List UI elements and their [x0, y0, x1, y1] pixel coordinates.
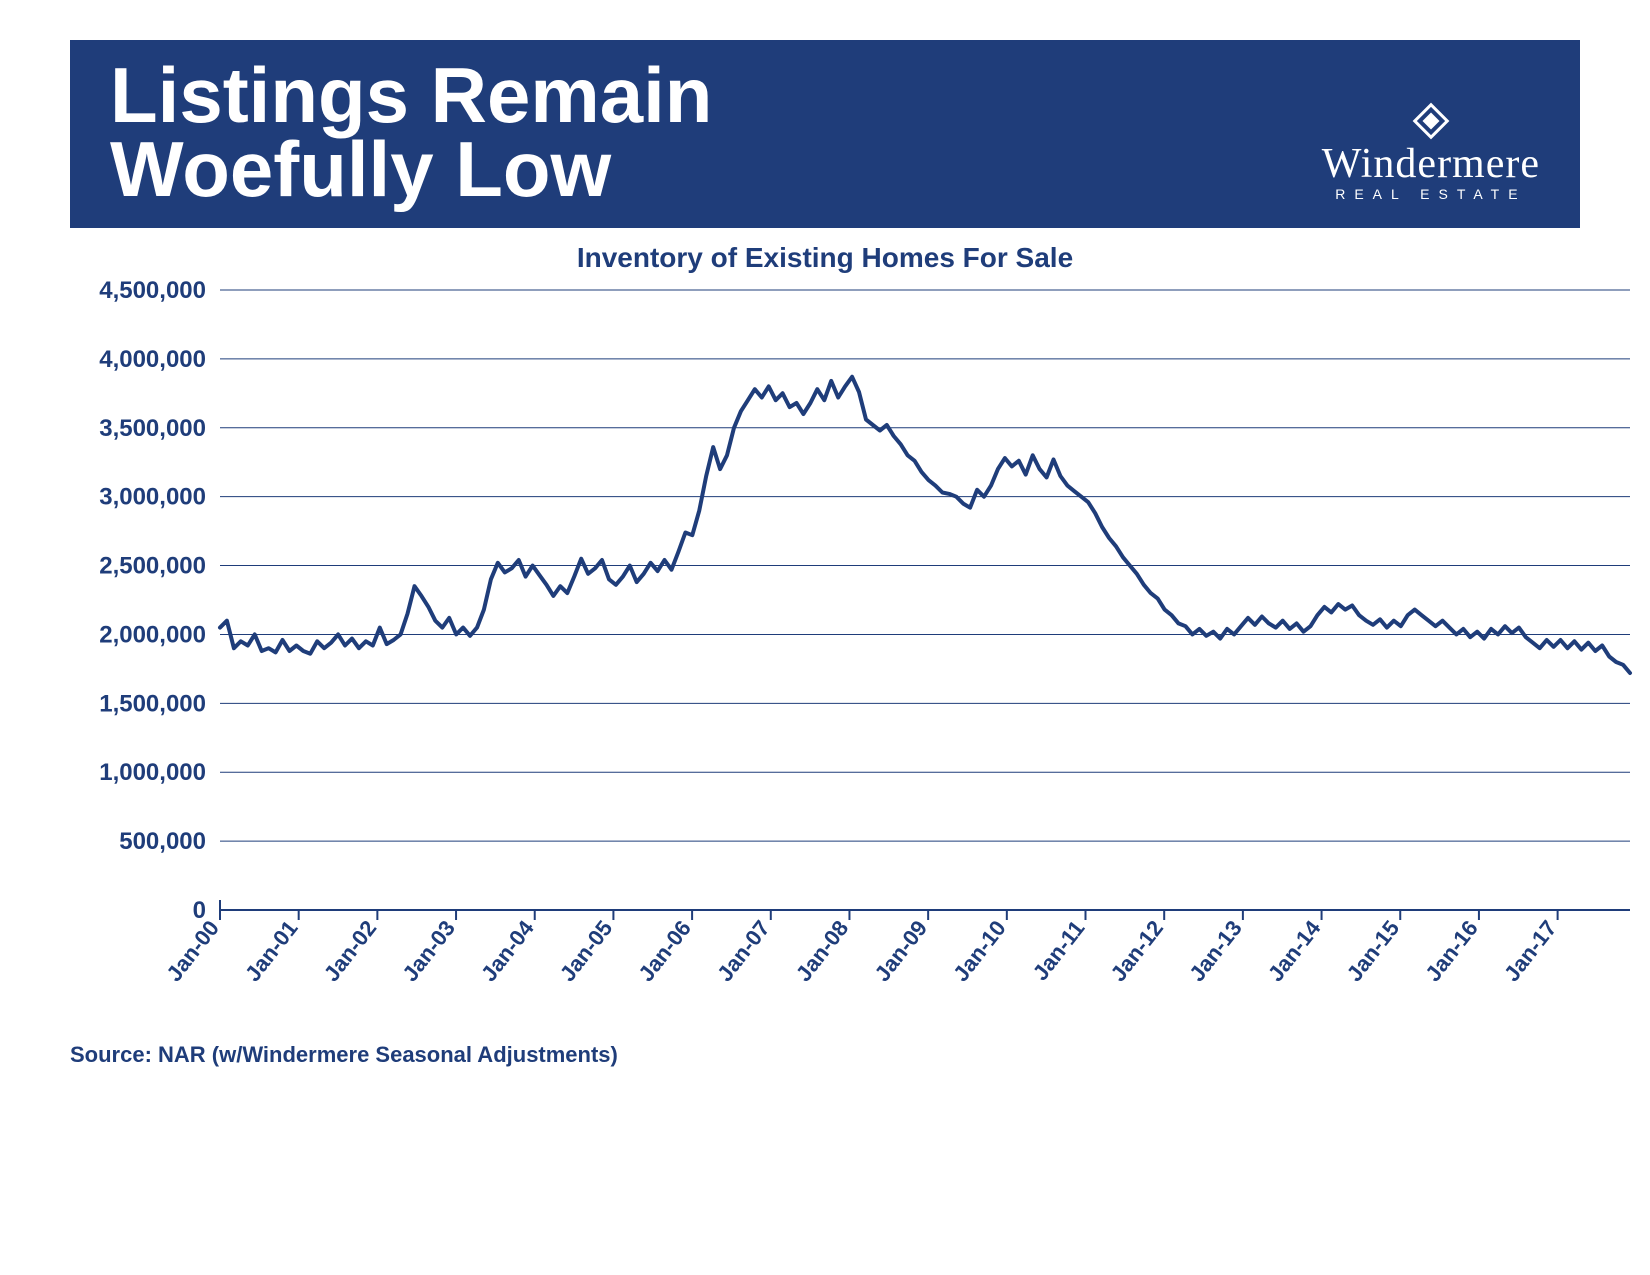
svg-text:Jan-07: Jan-07: [712, 916, 775, 986]
svg-text:Jan-08: Jan-08: [791, 916, 854, 986]
svg-text:4,500,000: 4,500,000: [99, 280, 206, 304]
brand-subtitle: REAL ESTATE: [1335, 186, 1526, 202]
svg-text:Jan-15: Jan-15: [1342, 916, 1405, 986]
svg-text:1,000,000: 1,000,000: [99, 759, 206, 786]
svg-text:Jan-06: Jan-06: [633, 916, 696, 986]
svg-text:3,000,000: 3,000,000: [99, 484, 206, 511]
chart-container: 0500,0001,000,0001,500,0002,000,0002,500…: [70, 280, 1580, 1020]
svg-text:4,000,000: 4,000,000: [99, 346, 206, 373]
brand-diamond-icon: [1413, 103, 1450, 140]
chart-title: Inventory of Existing Homes For Sale: [60, 242, 1590, 274]
svg-text:Jan-03: Jan-03: [397, 916, 460, 986]
source-note: Source: NAR (w/Windermere Seasonal Adjus…: [70, 1042, 1590, 1068]
svg-text:Jan-17: Jan-17: [1499, 916, 1562, 986]
svg-text:Jan-10: Jan-10: [948, 916, 1011, 986]
brand-mark: Windermere REAL ESTATE: [1322, 108, 1540, 202]
svg-text:2,000,000: 2,000,000: [99, 622, 206, 649]
svg-text:Jan-09: Jan-09: [869, 916, 932, 986]
brand-logo: Windermere REAL ESTATE: [1322, 108, 1540, 202]
svg-text:Jan-01: Jan-01: [240, 916, 303, 986]
svg-text:Jan-04: Jan-04: [476, 915, 539, 986]
svg-text:1,500,000: 1,500,000: [99, 691, 206, 718]
page: Listings Remain Woefully Low Windermere …: [0, 0, 1650, 1275]
svg-text:Jan-11: Jan-11: [1028, 916, 1090, 985]
svg-text:Jan-12: Jan-12: [1106, 916, 1169, 986]
svg-text:Jan-05: Jan-05: [555, 916, 618, 986]
svg-text:2,500,000: 2,500,000: [99, 553, 206, 580]
inventory-line-chart: 0500,0001,000,0001,500,0002,000,0002,500…: [70, 280, 1640, 1020]
svg-text:500,000: 500,000: [119, 828, 206, 855]
svg-text:Jan-00: Jan-00: [161, 916, 224, 986]
svg-text:Jan-16: Jan-16: [1420, 916, 1483, 986]
svg-text:Jan-14: Jan-14: [1263, 915, 1326, 986]
header-bar: Listings Remain Woefully Low Windermere …: [70, 40, 1580, 228]
brand-name: Windermere: [1322, 140, 1540, 188]
svg-text:Jan-13: Jan-13: [1184, 916, 1247, 986]
svg-text:3,500,000: 3,500,000: [99, 415, 206, 442]
title-line-2: Woefully Low: [110, 125, 611, 213]
svg-text:Jan-02: Jan-02: [319, 916, 382, 986]
